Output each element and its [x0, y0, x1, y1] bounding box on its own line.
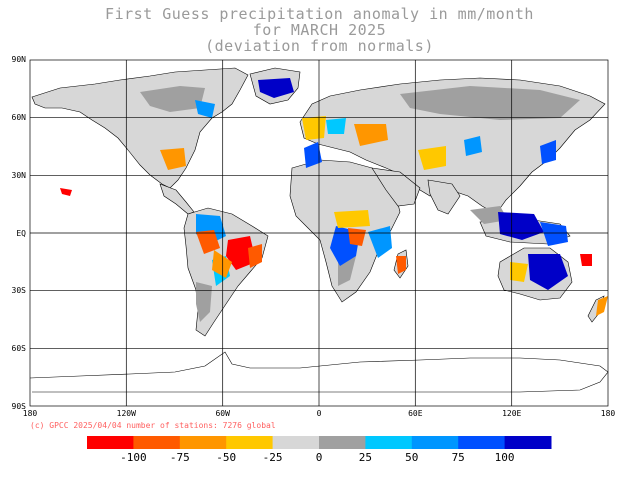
legend-label-4: 0: [316, 451, 323, 464]
lon-label-180w: 180: [23, 409, 38, 418]
legend-label-5: 25: [359, 451, 372, 464]
india-landmass: [427, 179, 461, 215]
arabia-landmass: [371, 167, 421, 207]
legend-box-9: [504, 436, 552, 449]
lat-label-90n: 90N: [12, 55, 27, 64]
legend-box-2: [179, 436, 227, 449]
lon-label-0: 0: [317, 409, 322, 418]
lat-label-eq: EQ: [16, 229, 26, 238]
lat-label-60s: 60S: [12, 344, 27, 353]
anomaly-slight-positive: [140, 86, 580, 322]
map-title-line2: for MARCH 2025: [252, 21, 387, 39]
map-title-line1: First Guess precipitation anomaly in mm/…: [105, 5, 534, 23]
lat-label-60n: 60N: [12, 113, 27, 122]
map-title-line3: (deviation from normals): [205, 37, 434, 55]
lon-label-120w: 120W: [117, 409, 136, 418]
legend-box-3: [226, 436, 274, 449]
legend-label-2: -50: [216, 451, 236, 464]
anomaly-negative: [60, 116, 608, 316]
lon-label-60w: 60W: [215, 409, 230, 418]
legend-label-3: -25: [263, 451, 283, 464]
legend-label-6: 50: [405, 451, 418, 464]
legend-box-4: [272, 436, 320, 449]
legend-box-7: [411, 436, 459, 449]
lat-label-30s: 30S: [12, 286, 27, 295]
legend-label-1: -75: [170, 451, 190, 464]
lat-label-90s: 90S: [12, 402, 27, 411]
anomaly-positive: [195, 78, 568, 290]
gpcc-credit: (c) GPCC 2025/04/04 number of stations: …: [30, 421, 276, 430]
lon-label-120e: 120E: [502, 409, 521, 418]
lon-label-180e: 180: [601, 409, 616, 418]
legend-box-5: [319, 436, 366, 449]
legend-tick-labels: -100 -75 -50 -25 0 25 50 75 100: [120, 451, 514, 464]
legend-box-1: [133, 436, 181, 449]
map-grid: [29, 59, 609, 407]
legend-box-6: [365, 436, 413, 449]
lat-label-30n: 30N: [12, 171, 27, 180]
legend-label-7: 75: [452, 451, 465, 464]
antarctica-outline: [29, 351, 609, 393]
legend-box-8: [458, 436, 506, 449]
lon-label-60e: 60E: [408, 409, 423, 418]
legend-color-boxes: [87, 436, 552, 449]
legend-label-8: 100: [495, 451, 515, 464]
legend-box-0: [87, 436, 134, 449]
legend-label-0: -100: [120, 451, 147, 464]
